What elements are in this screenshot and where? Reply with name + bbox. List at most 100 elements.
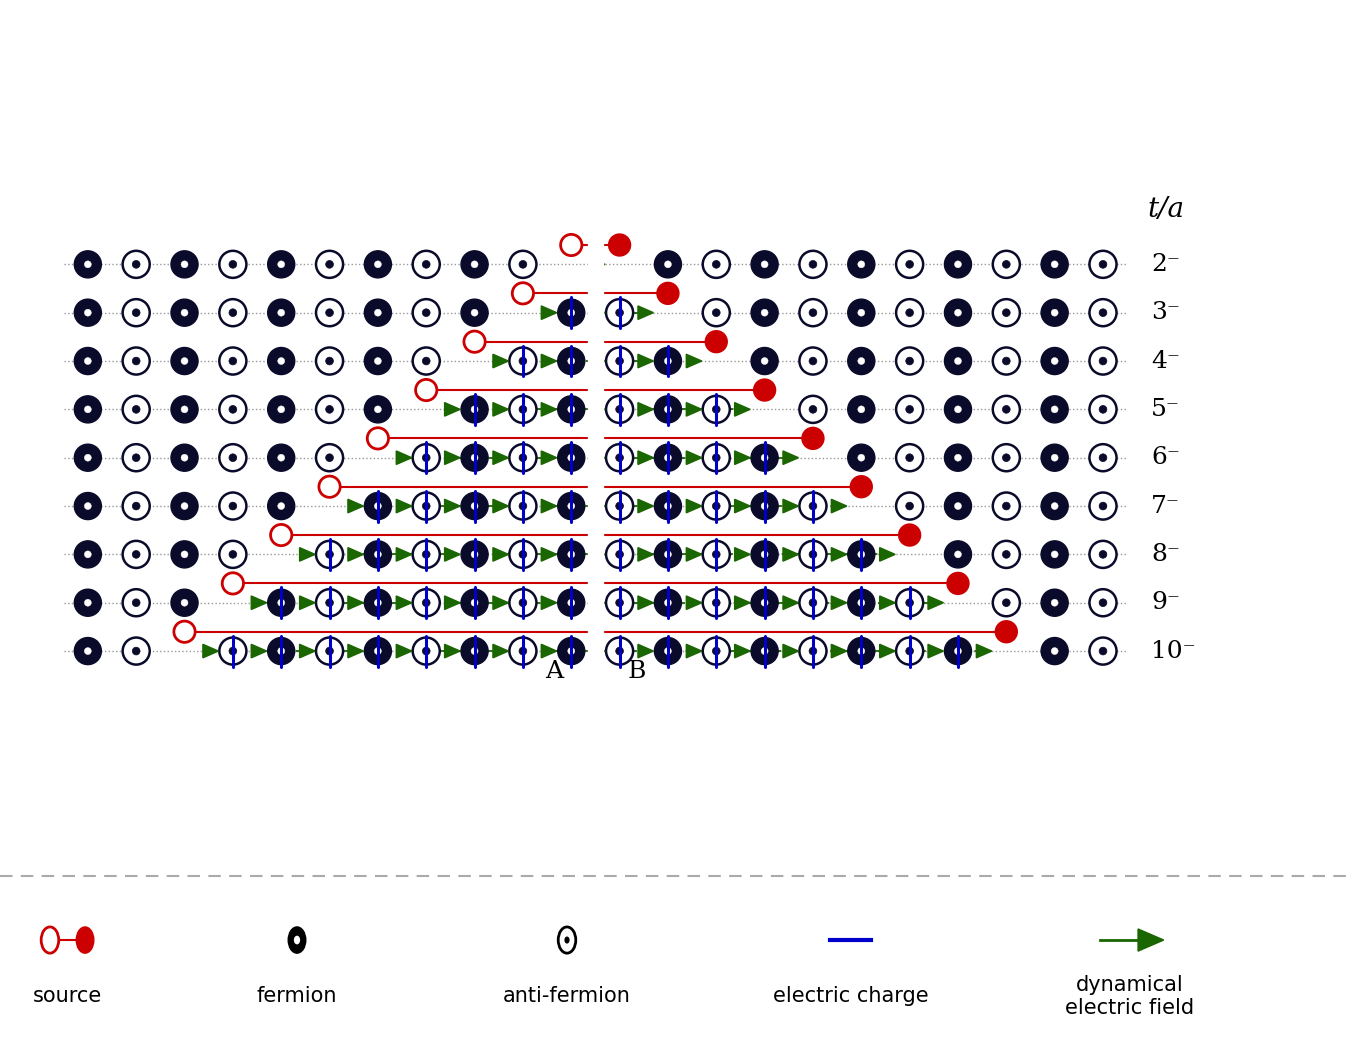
Circle shape (896, 638, 923, 664)
Circle shape (809, 551, 817, 558)
Circle shape (906, 454, 914, 462)
Circle shape (945, 541, 972, 568)
Circle shape (616, 358, 624, 365)
Circle shape (809, 647, 817, 655)
Circle shape (896, 348, 923, 375)
Circle shape (655, 250, 682, 278)
Circle shape (655, 492, 682, 520)
Polygon shape (541, 596, 556, 609)
Circle shape (568, 551, 575, 558)
Polygon shape (734, 547, 751, 561)
Circle shape (703, 589, 730, 616)
Circle shape (270, 524, 292, 545)
Circle shape (655, 589, 682, 616)
Text: fermion: fermion (256, 987, 338, 1007)
Circle shape (703, 541, 730, 568)
Circle shape (992, 299, 1019, 326)
Circle shape (364, 638, 391, 664)
Polygon shape (590, 402, 605, 416)
Circle shape (316, 250, 343, 278)
Circle shape (753, 380, 775, 401)
Text: B: B (628, 660, 645, 683)
Circle shape (992, 250, 1019, 278)
Polygon shape (300, 644, 315, 658)
Circle shape (230, 502, 236, 510)
Text: A: A (545, 660, 563, 683)
Polygon shape (880, 547, 895, 561)
Polygon shape (734, 451, 751, 465)
Circle shape (1041, 492, 1068, 520)
Circle shape (857, 599, 865, 606)
Circle shape (325, 358, 333, 365)
Polygon shape (686, 500, 702, 512)
Polygon shape (541, 354, 556, 368)
Text: 9⁻: 9⁻ (1152, 591, 1180, 614)
Circle shape (751, 541, 778, 568)
Circle shape (413, 348, 440, 375)
Circle shape (267, 445, 294, 471)
Circle shape (123, 638, 150, 664)
Circle shape (899, 524, 921, 545)
Circle shape (367, 428, 389, 449)
Circle shape (374, 309, 381, 316)
Circle shape (1041, 250, 1068, 278)
Circle shape (1041, 445, 1068, 471)
Circle shape (1099, 358, 1107, 365)
Circle shape (316, 348, 343, 375)
Circle shape (1099, 260, 1107, 268)
Circle shape (123, 541, 150, 568)
Circle shape (664, 503, 671, 509)
Circle shape (609, 234, 630, 256)
Circle shape (1052, 358, 1058, 365)
Circle shape (848, 445, 875, 471)
Circle shape (848, 299, 875, 326)
Polygon shape (590, 354, 605, 368)
Circle shape (319, 476, 340, 498)
Polygon shape (493, 596, 509, 609)
Circle shape (857, 358, 865, 365)
Circle shape (171, 589, 198, 616)
Polygon shape (541, 644, 556, 658)
Circle shape (84, 358, 92, 365)
Circle shape (703, 299, 730, 326)
Polygon shape (686, 547, 702, 561)
Polygon shape (541, 451, 556, 465)
Circle shape (374, 647, 381, 655)
Circle shape (606, 445, 633, 471)
Circle shape (906, 309, 914, 316)
Text: 7⁻: 7⁻ (1152, 494, 1180, 518)
Circle shape (606, 638, 633, 664)
Circle shape (761, 309, 768, 316)
Circle shape (278, 358, 285, 365)
Circle shape (1052, 309, 1058, 316)
Circle shape (1041, 348, 1068, 375)
Circle shape (325, 405, 333, 413)
Polygon shape (590, 258, 605, 272)
Circle shape (1003, 309, 1010, 316)
Circle shape (364, 492, 391, 520)
Circle shape (568, 406, 575, 413)
Circle shape (954, 454, 961, 462)
Circle shape (906, 502, 914, 510)
Circle shape (1052, 647, 1058, 655)
Polygon shape (397, 500, 412, 512)
Circle shape (568, 358, 575, 365)
Polygon shape (590, 596, 605, 609)
Circle shape (906, 358, 914, 365)
Circle shape (123, 299, 150, 326)
Polygon shape (927, 644, 944, 658)
Circle shape (1003, 358, 1010, 365)
Circle shape (1099, 405, 1107, 413)
Circle shape (230, 405, 236, 413)
Circle shape (1089, 589, 1116, 616)
Circle shape (606, 492, 633, 520)
Circle shape (181, 551, 188, 558)
Circle shape (1041, 299, 1068, 326)
Circle shape (616, 502, 624, 510)
Polygon shape (444, 451, 460, 465)
Circle shape (518, 454, 526, 462)
Circle shape (364, 589, 391, 616)
Circle shape (74, 250, 101, 278)
Circle shape (462, 541, 489, 568)
Circle shape (423, 551, 431, 558)
